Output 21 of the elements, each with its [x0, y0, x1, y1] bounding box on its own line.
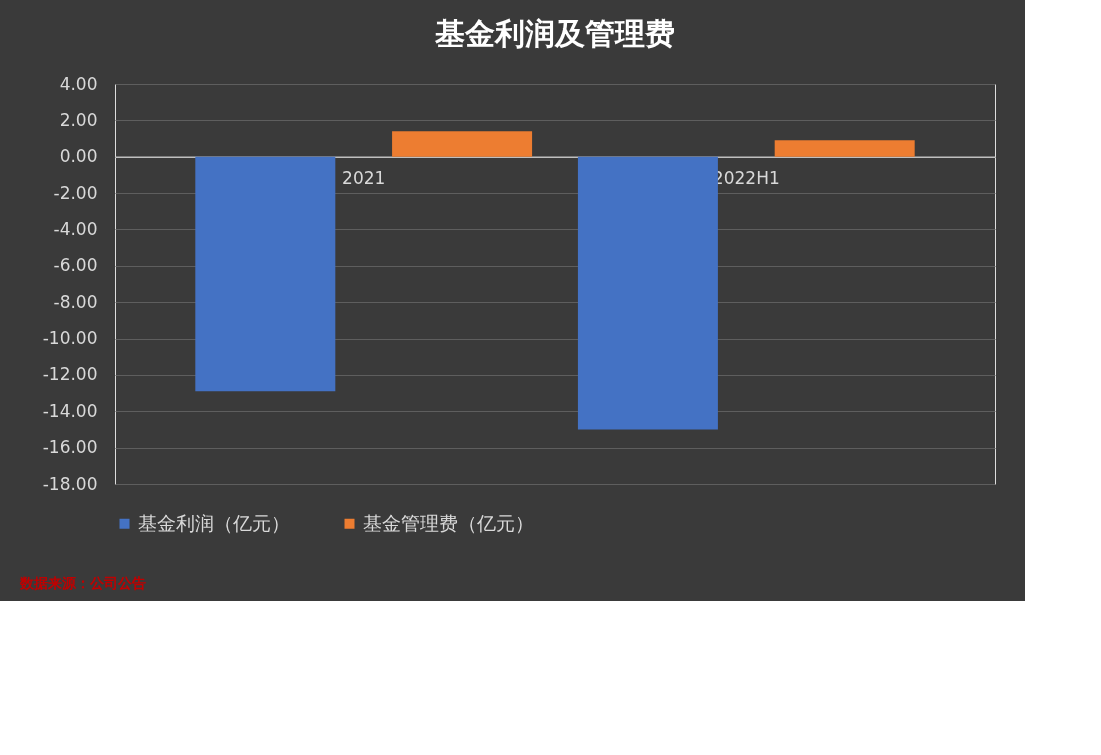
chart-title: 基金利润及管理费: [434, 16, 675, 51]
y-tick-label: 4.00: [59, 73, 98, 94]
legend-label: 基金利润（亿元）: [138, 511, 290, 534]
y-tick-label: -10.00: [42, 328, 98, 349]
y-tick-label: -6.00: [53, 255, 98, 276]
y-tick-label: -18.00: [42, 473, 98, 494]
y-tick-label: -12.00: [42, 364, 98, 385]
bar: [774, 140, 915, 157]
bar: [195, 156, 336, 392]
y-tick-label: -8.00: [53, 291, 98, 312]
bar: [392, 131, 533, 157]
y-tick-label: -4.00: [53, 218, 98, 239]
y-tick-label: 0.00: [59, 146, 98, 167]
bar: [577, 156, 718, 430]
source-note: 数据来源：公司公告: [19, 575, 146, 591]
y-tick-label: -2.00: [53, 182, 98, 203]
x-tick-label: 2021: [342, 168, 386, 189]
y-tick-label: -14.00: [42, 400, 98, 421]
legend-label: 基金管理费（亿元）: [363, 511, 534, 534]
y-tick-label: -16.00: [42, 437, 98, 458]
y-tick-label: 2.00: [59, 109, 98, 130]
